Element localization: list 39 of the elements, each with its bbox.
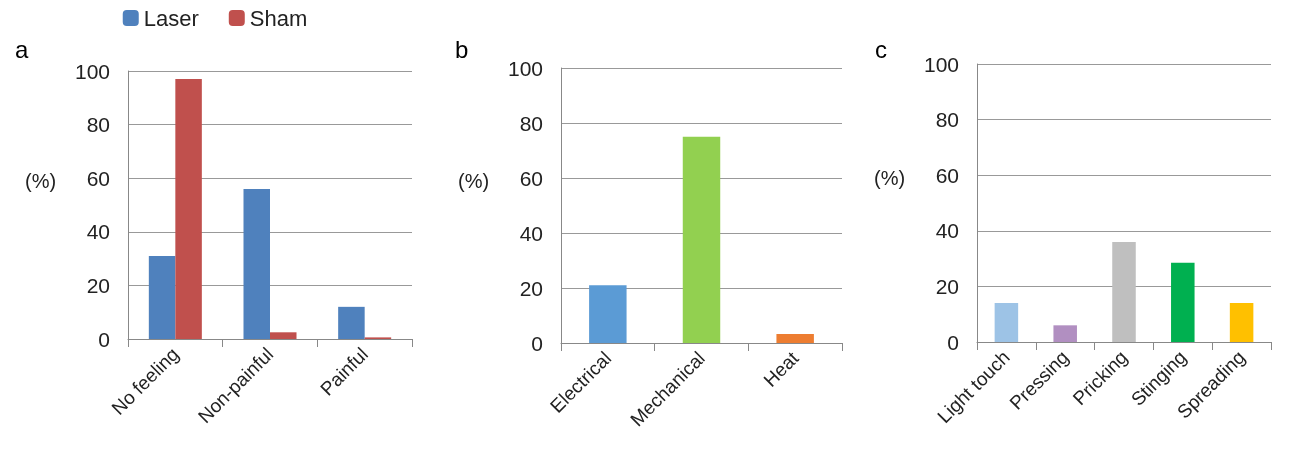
y-tick-label: 40 [519,221,543,245]
bar [243,188,270,339]
y-tick-label: 100 [923,52,959,76]
bar [148,255,176,339]
bar [994,303,1019,342]
bar [1171,262,1195,342]
bar [1229,303,1254,342]
bar [338,306,365,339]
bar [1053,325,1077,342]
bar [776,333,814,343]
y-tick-label: 20 [935,274,959,298]
y-tick-label: 20 [519,276,543,300]
bar [270,332,297,339]
bar [682,136,721,343]
y-tick-label: 80 [519,111,543,135]
y-tick-label: 60 [935,163,959,187]
y-tick-label: 100 [507,56,543,80]
y-tick-label: 20 [86,273,110,297]
y-tick-label: 0 [531,331,543,355]
y-tick-label: 60 [519,166,543,190]
y-axis-title: (%) [874,167,906,190]
y-axis-title: (%) [25,170,57,193]
legend-label: Sham [249,5,308,31]
y-tick-label: 40 [935,219,959,243]
y-tick-label: 0 [98,327,110,351]
chart-title: a [15,35,29,63]
y-tick-label: 60 [86,166,110,190]
bar [1112,241,1136,342]
y-tick-label: 0 [947,330,959,354]
chart-title: b [455,35,469,63]
bar [175,79,202,339]
y-axis-title: (%) [458,170,490,192]
y-tick-label: 80 [86,113,110,137]
legend-label: Laser [143,5,199,31]
bar [589,285,627,343]
y-tick-label: 100 [74,59,110,83]
chart-title: c [875,35,887,63]
y-tick-label: 40 [86,220,110,244]
y-tick-label: 80 [935,108,959,132]
